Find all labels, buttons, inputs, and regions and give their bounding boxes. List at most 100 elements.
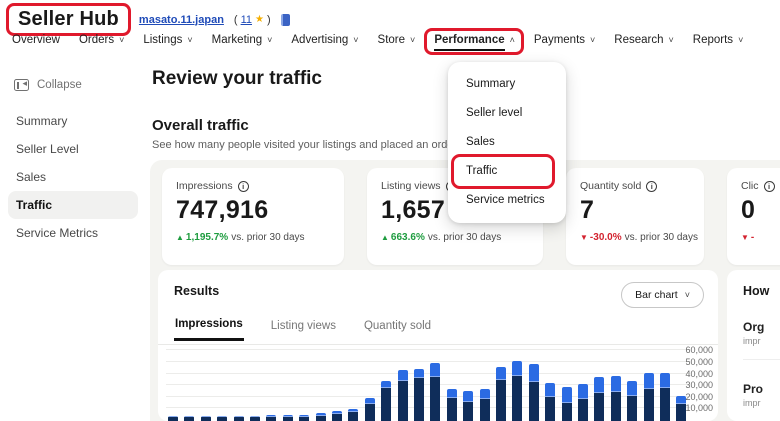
bar-segment-promoted [610, 376, 621, 393]
nav-item-reports[interactable]: Reports ˅ [693, 34, 744, 51]
nav-item-label: Store [377, 34, 406, 46]
chart-bar[interactable] [594, 377, 605, 421]
trend-up-icon: ▲ [381, 233, 389, 242]
nav-item-label: Performance [434, 34, 505, 51]
bar-segment-organic [512, 376, 523, 421]
bar-segment-promoted [643, 372, 654, 389]
chart-bar[interactable] [414, 369, 424, 421]
chart-bar[interactable] [496, 366, 506, 421]
chart-bar[interactable] [528, 364, 539, 421]
performance-dropdown-menu: Summary Seller level Sales Traffic Service m… [448, 62, 566, 223]
sidebar-item-traffic[interactable]: Traffic [8, 191, 138, 219]
menu-item-service-metrics[interactable]: Service metrics [466, 194, 545, 206]
chart-bar[interactable] [676, 395, 687, 421]
feedback-count-link[interactable]: 11 [240, 13, 253, 26]
bar-segment-organic [200, 416, 211, 421]
sidebar: Collapse Summary Seller Level Sales Traffic… [0, 60, 146, 421]
collapse-button[interactable]: Collapse [14, 78, 132, 91]
chart-bar[interactable] [332, 411, 342, 421]
chart-bar[interactable] [233, 415, 244, 421]
menu-item-seller-level[interactable]: Seller level [466, 107, 523, 119]
chart-bar[interactable] [446, 388, 457, 421]
menu-item-sales[interactable]: Sales [466, 136, 495, 148]
chart-bar[interactable] [512, 361, 523, 421]
nav-item-research[interactable]: Research ˅ [614, 34, 673, 51]
chart-bar[interactable] [397, 370, 408, 421]
chart-bar[interactable] [200, 415, 211, 421]
chart-bar[interactable] [266, 414, 277, 421]
bar-segment-promoted [528, 364, 539, 382]
nav-item-store[interactable]: Store ˅ [378, 34, 416, 51]
info-icon[interactable]: i [646, 180, 658, 192]
bar-segment-promoted [381, 380, 392, 388]
chevron-down-icon: ˅ [410, 35, 416, 45]
chart-bar[interactable] [578, 384, 588, 421]
chart-type-button[interactable]: Bar chart ˅ [621, 282, 704, 308]
bar-segment-promoted [594, 377, 605, 394]
bar-segment-organic [643, 388, 654, 421]
info-icon[interactable]: i [763, 180, 775, 192]
bar-segment-promoted [479, 388, 490, 400]
right-panel-row: Org impr [743, 320, 780, 346]
bar-segment-organic [299, 416, 310, 421]
chart-bar[interactable] [315, 413, 326, 421]
nav-item-listings[interactable]: Listings ˅ [143, 34, 192, 51]
nav-item-orders[interactable]: Orders ˅ [79, 34, 124, 51]
nav-item-performance[interactable]: Performance ˄ [424, 28, 524, 55]
delta-suffix: vs. prior 30 days [231, 232, 305, 243]
bar-segment-promoted [332, 411, 342, 415]
gridline-40000 [166, 372, 690, 374]
bar-segment-promoted [463, 391, 474, 402]
sidebar-item-sales[interactable]: Sales [16, 170, 47, 184]
tab-quantity-sold[interactable]: Quantity sold [363, 318, 432, 341]
bar-segment-promoted [299, 414, 310, 417]
menu-item-summary[interactable]: Summary [466, 78, 516, 90]
chart-bar[interactable] [643, 372, 654, 421]
chart-bar[interactable] [545, 383, 556, 421]
chart-bar[interactable] [610, 376, 621, 421]
trend-up-icon: ▲ [176, 233, 184, 242]
chart-bar[interactable] [168, 415, 178, 421]
chart-bar[interactable] [299, 414, 310, 421]
feedback-profile-icon[interactable] [280, 13, 290, 26]
nav-item-payments[interactable]: Payments ˅ [534, 34, 595, 51]
menu-item-traffic[interactable]: Traffic [448, 154, 566, 189]
nav-item-marketing[interactable]: Marketing ˅ [212, 34, 273, 51]
feedback-score: ( 11 ★ ) [234, 14, 271, 26]
bar-segment-organic [348, 412, 359, 421]
chevron-down-icon: ˅ [119, 35, 125, 45]
tab-listing-views[interactable]: Listing views [270, 318, 337, 341]
chart-bar[interactable] [660, 372, 670, 421]
chart-plot [166, 345, 690, 421]
y-tick-label: 10,000 [685, 403, 713, 414]
username-link[interactable]: masato.11.japan [138, 13, 224, 26]
sidebar-item-service-metrics[interactable]: Service Metrics [16, 226, 99, 240]
right-panel-row: Pro impr [743, 382, 780, 408]
chart-bar[interactable] [479, 388, 490, 421]
bar-segment-promoted [266, 414, 277, 417]
chart-bar[interactable] [364, 398, 375, 421]
chart-bar[interactable] [463, 391, 474, 421]
nav-item-label: Orders [78, 34, 115, 46]
sidebar-item-summary[interactable]: Summary [16, 114, 68, 128]
chart-bar[interactable] [282, 414, 293, 421]
info-icon[interactable]: i [237, 180, 249, 192]
bar-segment-organic [397, 380, 408, 421]
sidebar-item-seller-level[interactable]: Seller Level [16, 142, 79, 156]
sidebar-items: Summary Seller Level Sales Traffic Service M… [0, 107, 146, 247]
chart-bar[interactable] [184, 415, 195, 421]
right-panel-row-subtitle: impr [743, 336, 761, 346]
nav-item-overview[interactable]: Overview [12, 34, 60, 51]
chart-bar[interactable] [430, 363, 441, 421]
bar-segment-organic [463, 401, 474, 421]
chart-bar[interactable] [627, 380, 638, 421]
chart-bar[interactable] [561, 386, 572, 421]
tab-impressions[interactable]: Impressions [174, 318, 244, 341]
chart-bar[interactable] [348, 408, 359, 421]
nav-item-advertising[interactable]: Advertising ˅ [291, 34, 358, 51]
chart-bar[interactable] [250, 415, 260, 421]
bar-segment-organic [315, 415, 326, 421]
nav-item-label: Advertising [291, 34, 349, 46]
chart-bar[interactable] [381, 380, 392, 421]
chart-bar[interactable] [217, 415, 228, 421]
